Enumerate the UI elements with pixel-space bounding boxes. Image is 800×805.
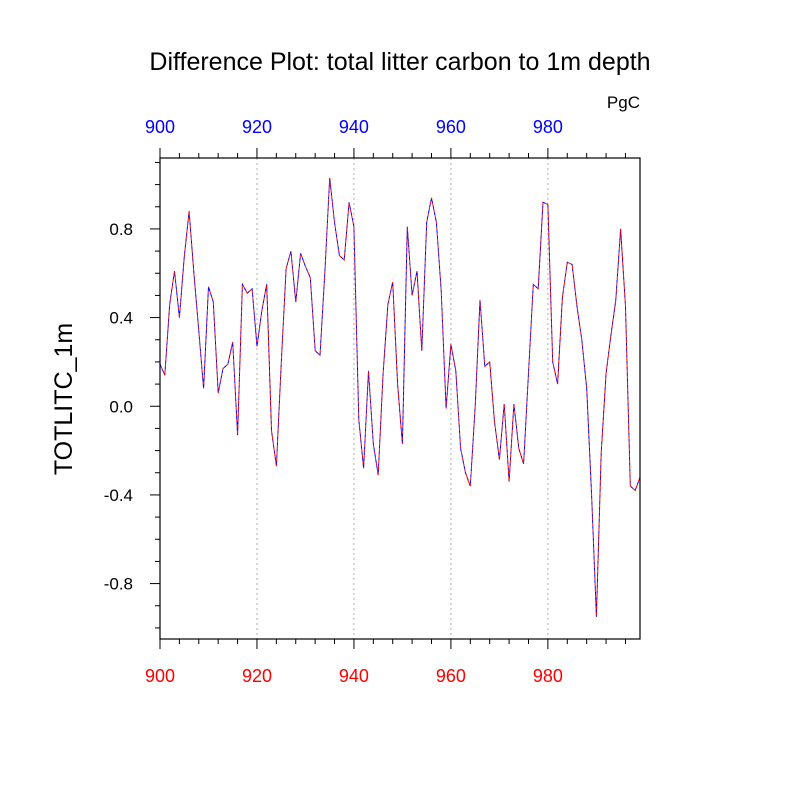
- series-line-series-2: [159, 177, 641, 617]
- x-tick-label-top-940: 940: [339, 117, 369, 137]
- plot-frame: [159, 157, 641, 640]
- x-tick-label-bottom-980: 980: [533, 666, 563, 686]
- x-tick-label-top-980: 980: [533, 117, 563, 137]
- x-tick-label-bottom-960: 960: [436, 666, 466, 686]
- axis-ticks: [150, 148, 626, 649]
- y-tick-label-2: 0.0: [109, 397, 133, 416]
- y-axis-label: TOTLITC_1m: [50, 323, 78, 475]
- gridlines: [256, 158, 549, 639]
- x-tick-label-bottom-920: 920: [242, 666, 272, 686]
- x-tick-label-top-920: 920: [242, 117, 272, 137]
- y-tick-label-1: 0.4: [109, 309, 133, 328]
- y-tick-label-3: -0.4: [104, 486, 133, 505]
- x-tick-label-bottom-940: 940: [339, 666, 369, 686]
- tick-labels: 900 900 920 920 940 940 960 960 980 980 0.8 0.4 0.0 -…: [104, 117, 563, 686]
- units-label: PgC: [607, 93, 640, 112]
- x-tick-label-top-900: 900: [145, 117, 175, 137]
- y-tick-label-0: 0.8: [109, 220, 133, 239]
- x-tick-label-bottom-900: 900: [145, 666, 175, 686]
- x-tick-label-top-960: 960: [436, 117, 466, 137]
- series-line-series-1: [159, 177, 641, 617]
- chart-title: Difference Plot: total litter carbon to …: [149, 48, 650, 76]
- series-lines: [159, 177, 641, 617]
- y-tick-label-4: -0.8: [104, 575, 133, 594]
